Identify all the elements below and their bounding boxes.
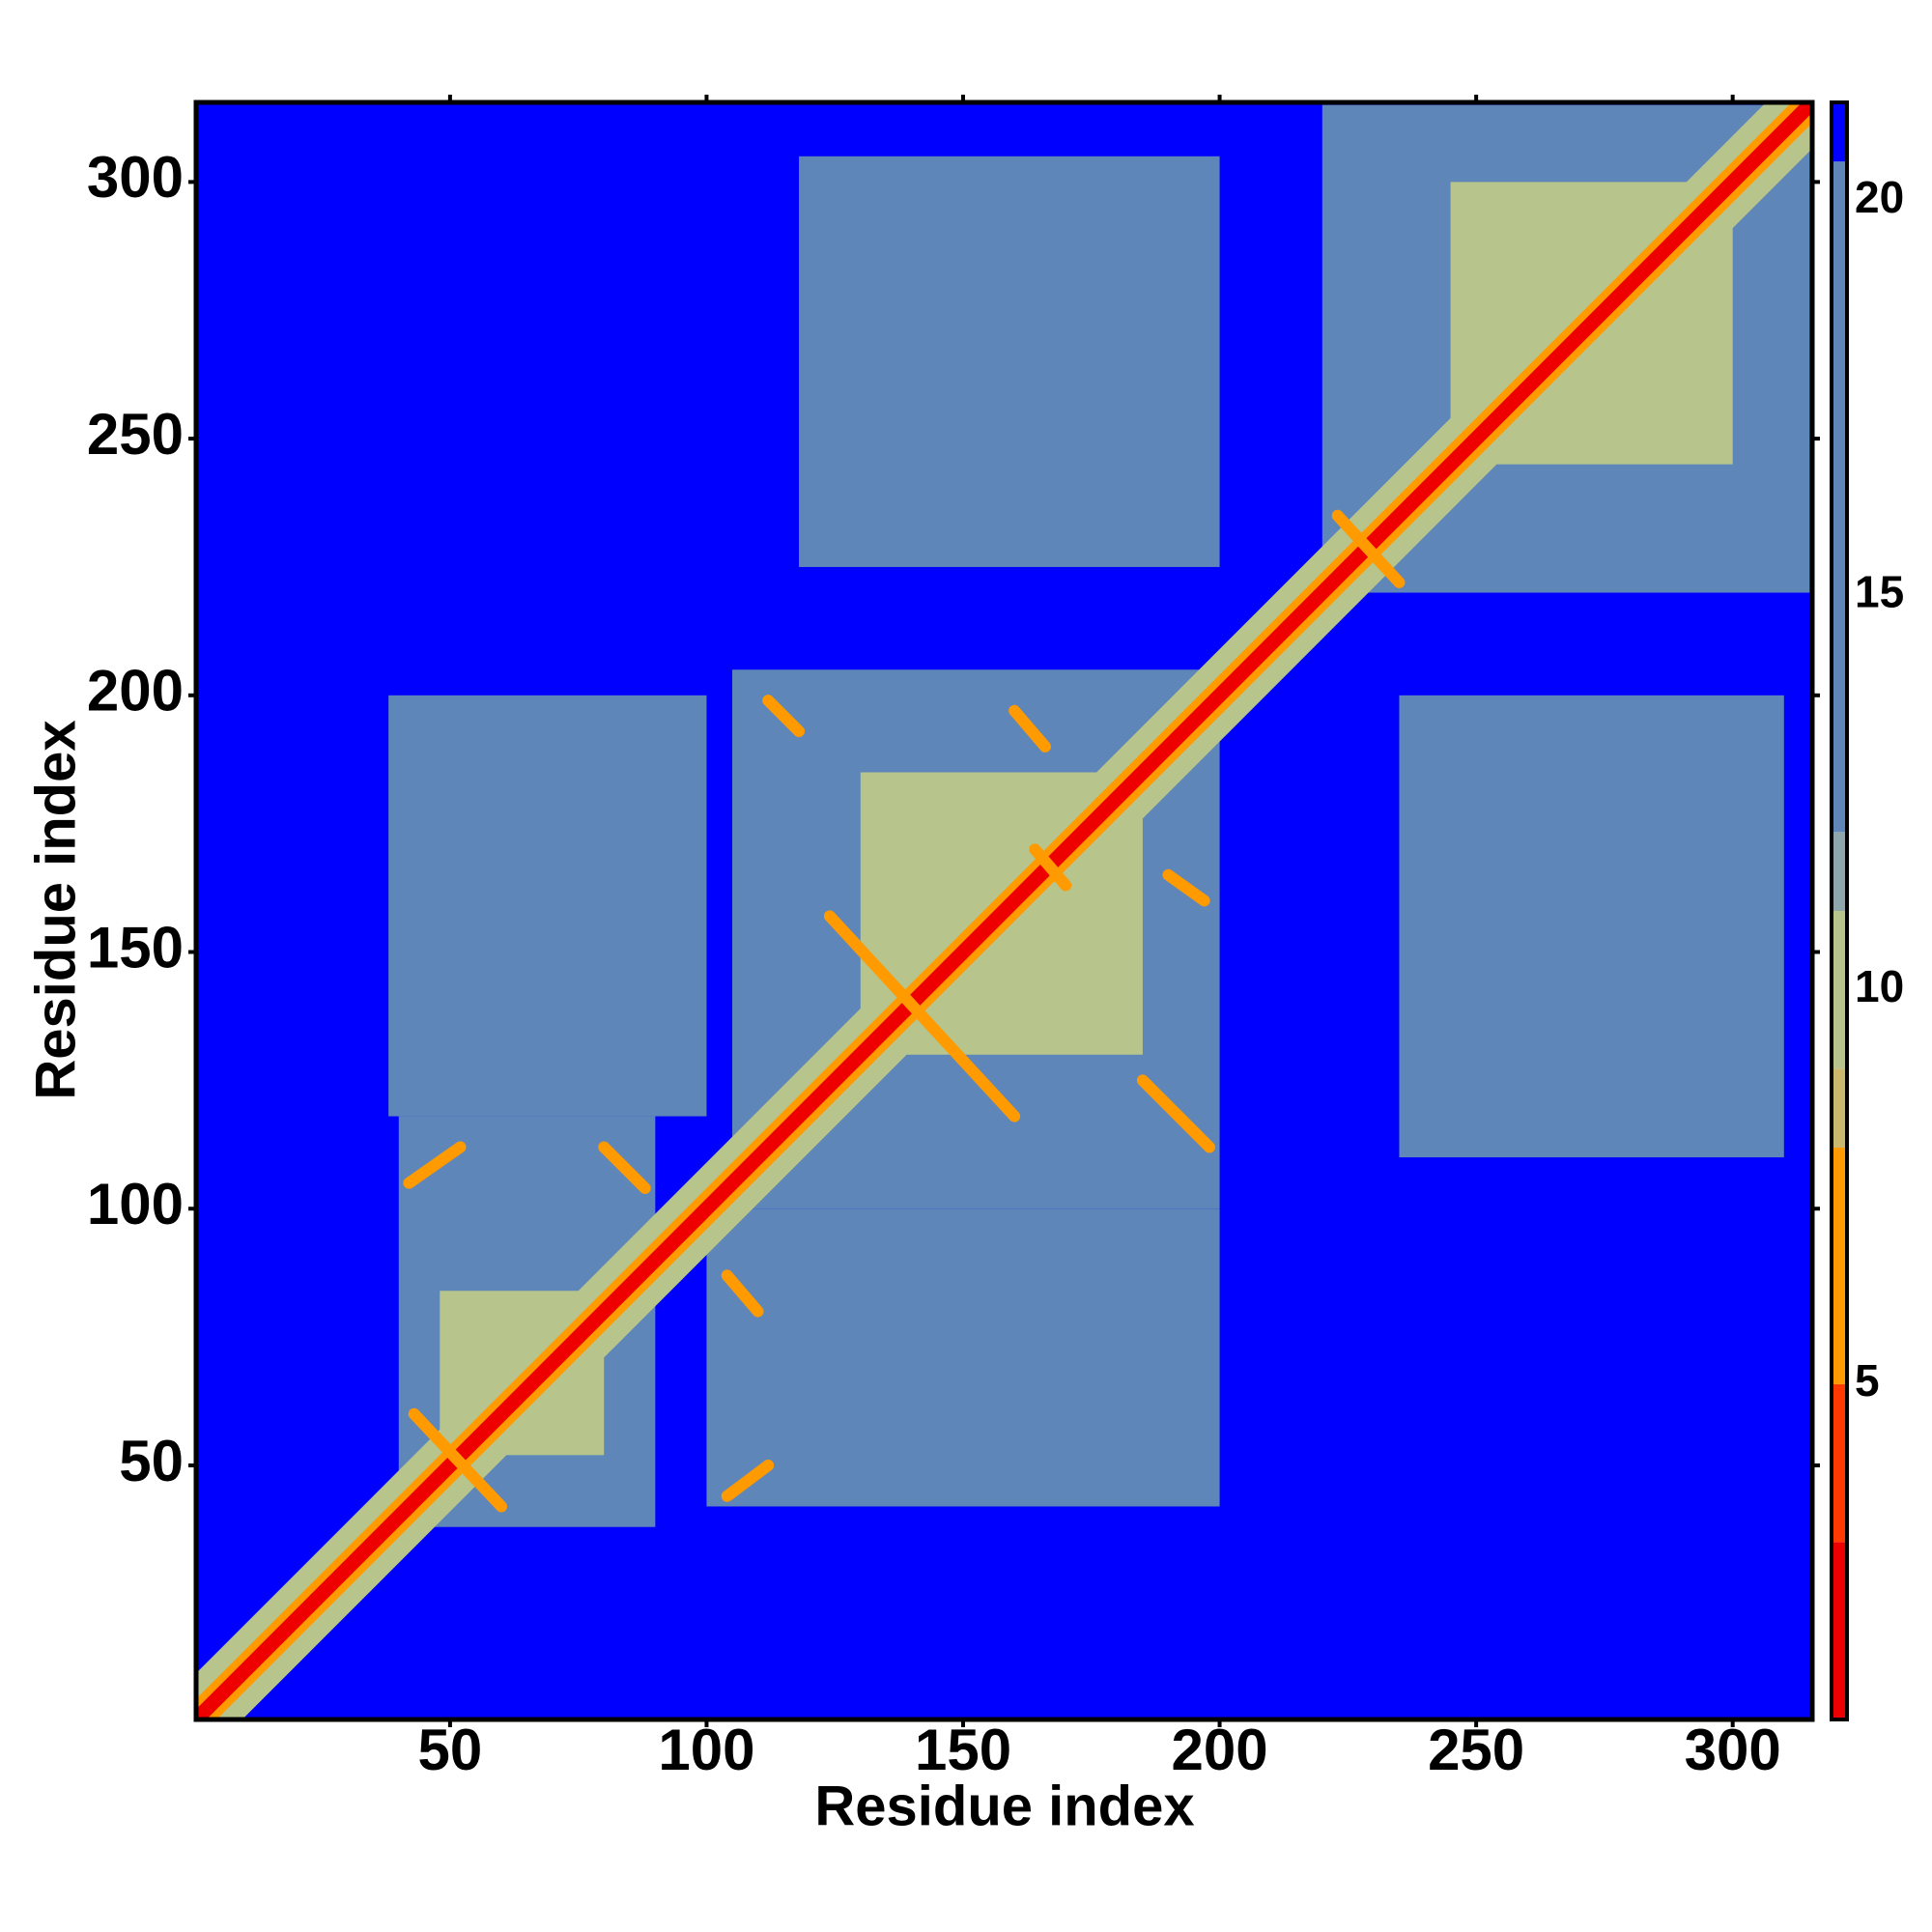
x-tick-label: 150 <box>915 1718 1011 1782</box>
x-tick-label: 200 <box>1172 1718 1268 1782</box>
colorbar-tick-label: 5 <box>1855 1355 1880 1406</box>
colorbar-segment <box>1832 1147 1847 1384</box>
contact-streak <box>403 1141 467 1189</box>
contact-streak <box>1331 509 1406 588</box>
y-axis-title: Residue index <box>24 720 87 1099</box>
contact-streak <box>823 910 1021 1122</box>
x-tick-label: 250 <box>1428 1718 1524 1782</box>
y-tick-label: 250 <box>87 402 184 467</box>
x-tick-label: 50 <box>418 1718 483 1782</box>
colorbar-tick-label: 15 <box>1855 567 1904 617</box>
contact-streak <box>1009 704 1051 753</box>
colorbar-tick-label: 10 <box>1855 961 1904 1011</box>
colorbar-segment <box>1832 1542 1847 1719</box>
colorbar-segment <box>1832 102 1847 162</box>
colorbar-segment <box>1832 161 1847 833</box>
y-tick-label: 200 <box>87 659 184 724</box>
colorbar-segment <box>1832 1383 1847 1543</box>
plot-frame <box>193 99 1815 1722</box>
contact-streak <box>721 1459 775 1502</box>
contact-streak <box>408 1407 508 1513</box>
contact-streak <box>598 1141 651 1194</box>
colorbar-frame <box>1830 100 1849 1721</box>
y-tick-label: 300 <box>87 145 184 210</box>
heat-cell <box>388 695 707 1117</box>
contact-streak <box>1136 1074 1215 1153</box>
heat-cell <box>799 156 1220 567</box>
y-tick-label: 50 <box>119 1429 184 1493</box>
diagonal-band <box>196 102 1812 1719</box>
x-tick-label: 100 <box>658 1718 754 1782</box>
colorbar-segment <box>1832 911 1847 1069</box>
contact-streak <box>721 1269 764 1318</box>
heat-cell <box>706 1208 1220 1507</box>
colorbar-tick-label: 20 <box>1855 172 1904 222</box>
x-axis-title: Residue index <box>814 1775 1194 1837</box>
heatmap <box>196 102 1812 1719</box>
x-tick-label: 300 <box>1685 1718 1781 1782</box>
heat-cell <box>1399 695 1784 1158</box>
y-tick-label: 100 <box>87 1172 184 1236</box>
contact-streak <box>762 695 806 737</box>
colorbar-segment <box>1832 832 1847 911</box>
contact-streak <box>1162 868 1210 907</box>
y-tick-label: 150 <box>87 915 184 980</box>
contact-streak <box>1029 843 1072 892</box>
colorbar-segment <box>1832 1068 1847 1148</box>
